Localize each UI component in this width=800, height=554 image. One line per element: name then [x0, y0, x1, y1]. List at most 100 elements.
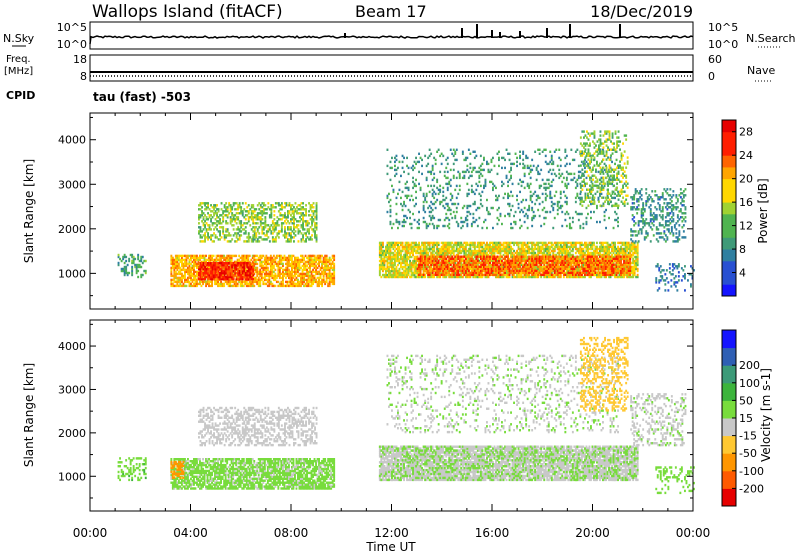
range-cell [259, 254, 262, 258]
range-cell [246, 274, 249, 277]
range-cell [222, 276, 225, 279]
range-cell [229, 258, 232, 262]
range-cell [278, 262, 281, 266]
range-cell [291, 276, 293, 280]
range-cell [322, 260, 325, 264]
range-cell [123, 261, 126, 265]
range-cell [247, 266, 250, 269]
range-cell [255, 240, 258, 243]
range-cell [568, 247, 571, 251]
range-cell [501, 249, 503, 253]
range-cell [476, 263, 479, 267]
range-cell [244, 256, 247, 260]
range-cell [311, 206, 313, 209]
range-cell [315, 204, 318, 207]
range-cell [280, 206, 283, 209]
range-cell [280, 218, 283, 221]
range-cell [608, 249, 610, 253]
range-cell [544, 241, 547, 245]
range-cell [424, 247, 427, 251]
range-cell [407, 243, 410, 247]
range-cell [309, 218, 312, 221]
range-cell [273, 218, 276, 221]
range-cell [277, 268, 280, 272]
range-cell [597, 247, 600, 251]
range-cell [268, 276, 271, 280]
range-cell [525, 245, 528, 249]
range-cell [331, 282, 334, 286]
range-cell [502, 243, 505, 247]
range-cell [303, 280, 305, 284]
range-cell [202, 264, 205, 267]
range-cell [268, 262, 271, 266]
range-cell [238, 280, 241, 284]
range-cell [486, 243, 488, 247]
range-cell [600, 245, 603, 249]
range-cell [517, 275, 520, 279]
range-cell [254, 266, 257, 270]
range-cell [421, 273, 423, 276]
range-cell [492, 243, 494, 247]
range-cell [210, 270, 212, 273]
range-cell [636, 255, 639, 259]
range-cell [418, 273, 420, 276]
range-cell [499, 243, 502, 247]
range-cell [537, 245, 540, 249]
range-cell [617, 267, 619, 271]
range-cell [256, 214, 259, 217]
range-cell [561, 247, 564, 251]
range-cell [451, 247, 454, 251]
range-cell [389, 263, 392, 267]
range-cell [425, 269, 428, 272]
range-cell [531, 271, 534, 275]
range-cell [413, 275, 416, 279]
range-cell [254, 260, 257, 264]
range-cell [171, 264, 174, 268]
range-cell [304, 254, 307, 258]
range-cell [389, 241, 392, 245]
range-cell [274, 274, 277, 278]
range-cell [287, 228, 289, 231]
range-cell [308, 214, 310, 217]
range-cell [445, 247, 448, 251]
range-cell [318, 256, 320, 260]
range-cell [122, 255, 125, 259]
range-cell [199, 216, 202, 219]
range-cell [174, 280, 177, 284]
range-cell [528, 259, 531, 263]
range-cell [123, 255, 126, 259]
range-cell [306, 220, 309, 223]
range-cell [547, 249, 550, 253]
range-cell [436, 275, 439, 279]
range-cell [440, 247, 443, 251]
range-cell [240, 278, 243, 281]
range-cell [403, 273, 405, 277]
range-cell [614, 269, 616, 273]
range-cell [182, 274, 185, 278]
range-cell [197, 258, 200, 262]
range-cell [217, 230, 220, 233]
range-cell [297, 258, 299, 262]
range-cell [466, 259, 469, 263]
range-cell [484, 249, 487, 253]
range-cell [141, 255, 144, 259]
range-cell [422, 253, 425, 257]
range-cell [285, 270, 287, 274]
range-cell [382, 265, 384, 269]
range-cell [559, 275, 562, 279]
range-cell [247, 232, 250, 235]
range-cell [256, 216, 259, 219]
range-cell [291, 262, 293, 266]
range-cell [446, 253, 449, 257]
range-cell [207, 272, 209, 275]
range-cell [427, 257, 430, 260]
range-cell [318, 260, 320, 264]
range-cell [394, 271, 396, 275]
range-cell [570, 275, 573, 279]
range-cell [252, 216, 255, 219]
range-cell [219, 238, 221, 241]
range-cell [207, 228, 209, 231]
range-cell [636, 241, 639, 245]
range-cell [615, 275, 618, 279]
range-cell [397, 263, 399, 267]
